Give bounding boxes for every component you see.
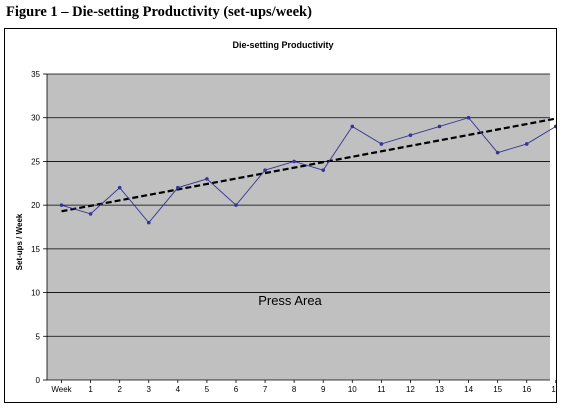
data-point — [524, 142, 529, 146]
data-point — [495, 150, 500, 155]
chart-svg: Die-setting Productivity Set-ups / Week … — [15, 40, 556, 394]
data-point — [321, 168, 326, 172]
x-tick-label: 13 — [435, 385, 444, 394]
y-axis-label: Set-ups / Week — [15, 213, 24, 270]
y-tick-label: 0 — [36, 376, 41, 385]
data-point — [234, 203, 238, 207]
y-tick-label: 15 — [31, 245, 40, 254]
x-tick-label: 7 — [263, 385, 268, 394]
data-point — [379, 142, 384, 146]
x-tick-label: 2 — [117, 385, 122, 394]
x-tick-label: 8 — [292, 385, 297, 394]
x-tick-label: 6 — [234, 385, 239, 394]
x-tick-label: Week — [51, 385, 72, 394]
x-tick-label: 3 — [147, 385, 152, 394]
x-tick-label: 16 — [522, 385, 531, 394]
data-point — [117, 185, 122, 190]
trendline — [61, 117, 556, 213]
y-tick-label: 35 — [31, 70, 40, 79]
figure-caption: Figure 1 – Die-setting Productivity (set… — [6, 4, 312, 20]
x-tick-label: 17 — [551, 385, 556, 394]
data-point — [146, 220, 151, 225]
chart-title: Die-setting Productivity — [232, 40, 333, 50]
x-tick-label: 12 — [406, 385, 415, 394]
x-tick-label: 15 — [493, 385, 502, 394]
x-tick-label: 10 — [348, 385, 357, 394]
y-tick-label: 30 — [31, 114, 40, 123]
series-line — [61, 117, 556, 224]
data-point — [88, 212, 93, 216]
data-point — [59, 203, 64, 207]
x-tick-label: 4 — [176, 385, 181, 394]
data-point — [466, 115, 471, 120]
y-tick-label: 10 — [31, 289, 40, 298]
plot-area — [47, 74, 550, 380]
x-tick-label: 9 — [321, 385, 326, 394]
data-point — [554, 124, 556, 129]
data-point — [350, 124, 355, 129]
y-tick-label: 20 — [31, 201, 40, 210]
y-tick-label: 25 — [31, 157, 40, 166]
y-tick-label: 5 — [36, 332, 41, 341]
data-point — [176, 185, 180, 190]
data-point — [205, 177, 209, 181]
x-tick-label: 14 — [464, 385, 473, 394]
x-tick-label: 1 — [88, 385, 93, 394]
data-point — [437, 124, 442, 129]
chart-frame: Die-setting Productivity Set-ups / Week … — [4, 28, 557, 403]
data-point — [263, 168, 267, 172]
data-point — [408, 133, 413, 137]
x-tick-label: 5 — [205, 385, 210, 394]
data-point — [292, 159, 296, 164]
press-area-annotation: Press Area — [258, 293, 322, 308]
x-tick-label: 11 — [377, 385, 386, 394]
